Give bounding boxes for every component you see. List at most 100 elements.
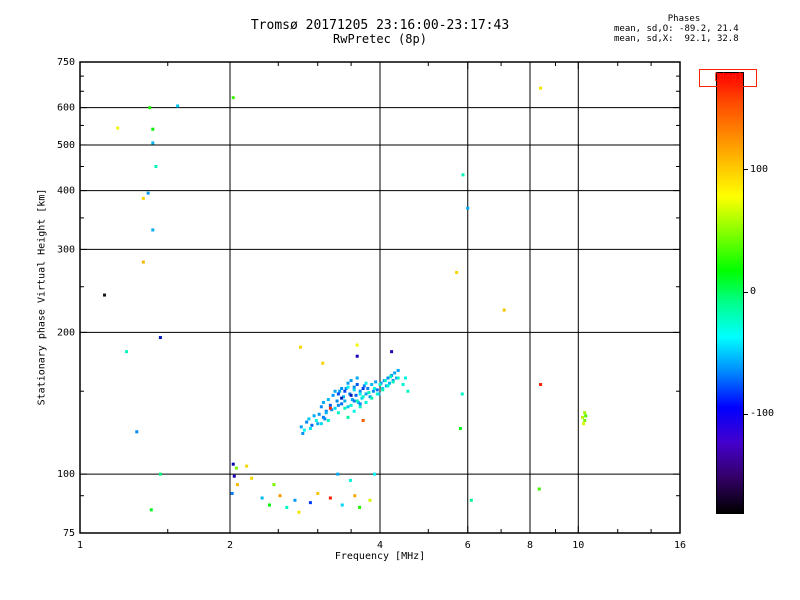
data-point	[319, 422, 323, 426]
data-point	[272, 483, 276, 487]
data-point	[352, 409, 356, 413]
data-point	[135, 430, 139, 434]
x-tick-label: 8	[527, 540, 533, 551]
data-point	[406, 389, 410, 393]
data-point	[141, 196, 145, 200]
data-point	[231, 96, 235, 100]
data-point	[364, 392, 368, 396]
data-point	[355, 383, 359, 387]
data-point	[146, 191, 150, 195]
data-point	[386, 384, 390, 388]
y-tick-label: 200	[57, 327, 75, 338]
data-point	[461, 173, 465, 177]
colorbar-tick	[743, 169, 748, 171]
y-tick-label: 300	[57, 244, 75, 255]
data-point	[358, 505, 362, 509]
x-tick-label: 16	[674, 540, 686, 551]
data-point	[390, 350, 394, 354]
data-point	[383, 379, 387, 383]
x-tick-label: 1	[77, 540, 83, 551]
data-point	[358, 389, 362, 393]
data-point	[278, 494, 282, 498]
data-point	[328, 406, 332, 410]
x-tick-label: 10	[572, 540, 584, 551]
data-point	[373, 472, 377, 476]
data-point	[384, 384, 388, 388]
data-point	[336, 392, 340, 396]
data-point	[333, 406, 337, 410]
data-point	[336, 403, 340, 407]
data-point	[250, 476, 254, 480]
data-point	[396, 376, 400, 380]
data-point	[299, 425, 303, 429]
data-point	[364, 381, 368, 385]
phase-stats-x-line: mean, sd,X: 92.1, 32.8	[614, 34, 739, 44]
data-point	[326, 418, 330, 422]
data-point	[367, 391, 371, 395]
data-point	[151, 228, 155, 232]
data-point	[301, 431, 305, 435]
data-point	[335, 399, 339, 403]
data-point	[340, 396, 344, 400]
data-point	[326, 398, 330, 402]
data-point	[582, 422, 586, 426]
data-point	[377, 392, 381, 396]
x-tick-label: 6	[465, 540, 471, 551]
y-tick-label: 100	[57, 469, 75, 480]
data-point	[396, 368, 400, 372]
data-point	[298, 345, 302, 349]
data-point	[583, 411, 587, 415]
data-point	[539, 86, 543, 90]
data-point	[141, 260, 145, 264]
data-point	[151, 141, 155, 145]
data-point	[401, 383, 405, 387]
data-point	[355, 399, 359, 403]
data-point	[458, 427, 462, 431]
data-point	[374, 380, 378, 384]
data-point	[352, 399, 356, 403]
data-point	[154, 164, 158, 168]
data-point	[340, 387, 344, 391]
colorbar-tick-label: -100	[750, 408, 775, 420]
data-point	[460, 392, 464, 396]
phase-stats: Phases mean, sd,O: -89.2, 21.4 mean, sd,…	[614, 14, 774, 44]
data-point	[346, 385, 350, 389]
data-point	[316, 422, 320, 426]
data-point	[378, 383, 382, 387]
data-point	[302, 428, 306, 432]
data-point	[343, 389, 347, 393]
data-point	[346, 405, 350, 409]
data-point	[349, 403, 353, 407]
data-point	[314, 418, 318, 422]
data-point	[125, 350, 129, 354]
data-point	[346, 415, 350, 419]
data-point	[342, 395, 346, 399]
data-point	[343, 406, 347, 410]
data-point	[331, 393, 335, 397]
x-tick-label: 2	[227, 540, 233, 551]
data-point	[231, 462, 235, 466]
data-point	[340, 402, 344, 406]
data-point	[158, 472, 162, 476]
data-point	[584, 414, 588, 418]
data-point	[285, 505, 289, 509]
data-point	[373, 387, 377, 391]
phase-stats-header: Phases	[667, 14, 701, 24]
data-point	[370, 396, 374, 400]
data-point	[389, 375, 393, 379]
y-tick-label: 750	[57, 57, 75, 68]
data-point	[469, 498, 473, 502]
data-point	[361, 418, 365, 422]
data-point	[358, 402, 362, 406]
data-point	[245, 464, 249, 468]
y-tick-label: 500	[57, 140, 75, 151]
data-point	[333, 389, 337, 393]
data-point	[317, 412, 321, 416]
data-point	[319, 405, 323, 409]
data-point	[324, 411, 328, 415]
data-point	[352, 385, 356, 389]
data-point	[539, 383, 543, 387]
data-point	[308, 501, 312, 505]
data-point	[358, 392, 362, 396]
